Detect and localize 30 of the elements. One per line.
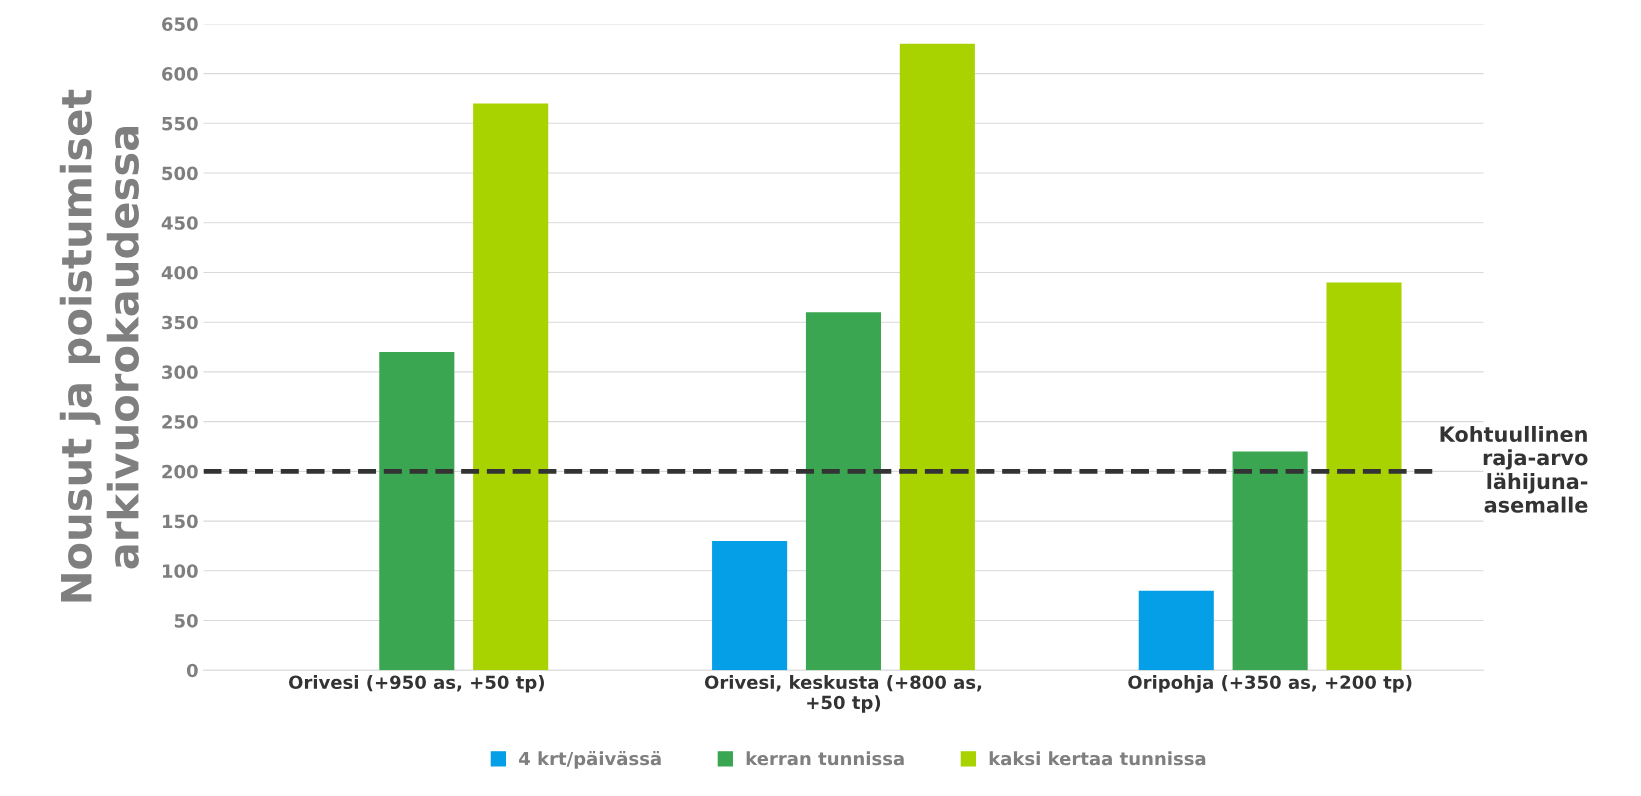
- bar: [712, 540, 788, 671]
- bar: [1138, 590, 1214, 671]
- bar: [379, 352, 455, 671]
- legend-label: kerran tunnissa: [746, 751, 904, 766]
- y-tick-label: 400: [161, 265, 198, 280]
- bar: [899, 43, 975, 671]
- x-tick-label: Oripohja (+350 as, +200 tp): [1128, 675, 1412, 693]
- legend-label: kaksi kertaa tunnissa: [989, 751, 1206, 766]
- bar: [473, 103, 549, 671]
- legend-label: 4 krt/päivässä: [519, 751, 661, 769]
- bar: [1232, 451, 1308, 671]
- bar: [805, 312, 882, 671]
- y-tick-label: 300: [162, 365, 198, 380]
- y-tick-label: 0: [186, 663, 198, 678]
- y-tick-label: 250: [162, 415, 198, 429]
- y-tick-label: 200: [162, 464, 198, 479]
- y-tick-label: 650: [162, 17, 198, 31]
- y-tick-label: 600: [162, 67, 198, 81]
- y-tick-label: 550: [162, 116, 198, 131]
- y-tick-label: 500: [162, 166, 198, 181]
- x-tick-label: Orivesi (+950 as, +50 tp): [288, 675, 544, 693]
- y-tick-label: 100: [162, 564, 198, 578]
- x-tick-label: Orivesi, keskusta (+800 as, +50 tp): [704, 675, 982, 713]
- bar: [1326, 282, 1402, 671]
- ref-line-label: Kohtuullinen raja-arvo lähijuna- asemalle: [1440, 425, 1588, 513]
- y-tick-label: 350: [162, 315, 198, 330]
- y-tick-label: 150: [162, 514, 198, 529]
- y-tick-label: 450: [161, 216, 198, 230]
- y-axis-title: Nousut ja poistumiset arkivuorokaudessa: [59, 89, 139, 602]
- y-tick-label: 50: [174, 613, 198, 628]
